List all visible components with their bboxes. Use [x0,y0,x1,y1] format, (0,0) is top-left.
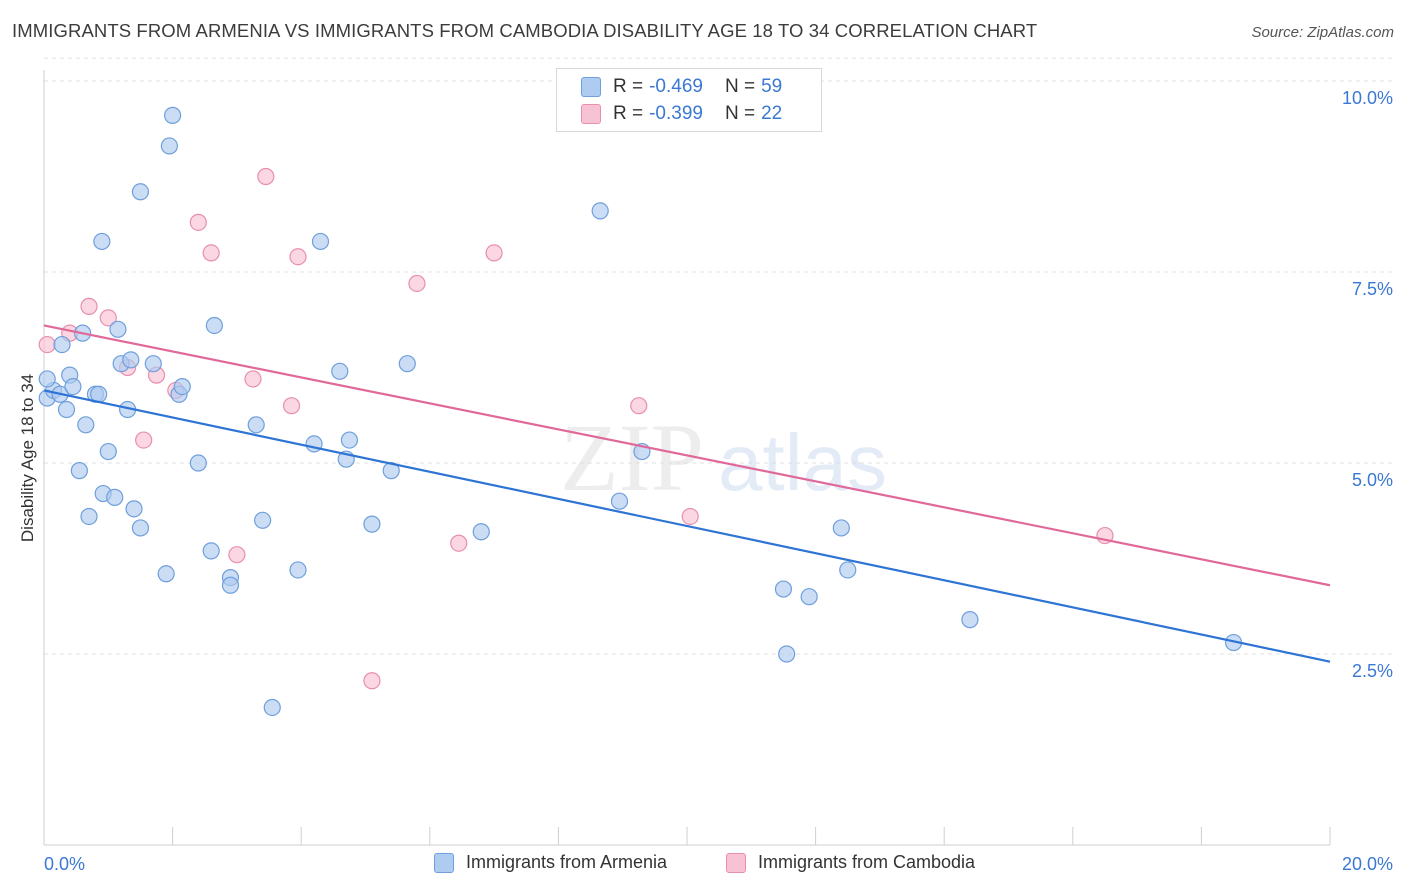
y-tick-label: 5.0% [1352,470,1393,490]
y-tick-label: 2.5% [1352,661,1393,681]
armenia-n-label: N = [724,76,756,97]
armenia-point [221,576,240,594]
armenia-point [591,202,609,220]
cambodia-point [450,534,468,552]
armenia-trend-line [43,389,1331,663]
armenia-point [247,416,265,434]
legend-item-cambodia[interactable]: Immigrants from Cambodia [726,852,975,873]
cambodia-point [80,297,98,315]
armenia-point [64,378,82,396]
legend-item-armenia[interactable]: Immigrants from Armenia [434,852,667,873]
armenia-point [109,320,127,338]
armenia-n-value: 59 [761,76,783,97]
cambodia-point [99,309,117,327]
cambodia-point [189,213,207,231]
armenia-point [832,519,850,537]
armenia-swatch [581,77,601,97]
armenia-point [331,362,349,380]
armenia-point [254,511,272,529]
armenia-point [80,507,98,526]
armenia-point [122,351,140,369]
cambodia-legend-swatch [726,852,746,873]
armenia-point [77,416,95,434]
tick-labels: 2.5% 5.0% 7.5% 10.0% 0.0% 20.0% [44,88,1393,874]
watermark-atlas: atlas [718,418,887,507]
cambodia-point [485,244,503,262]
armenia-point [472,523,490,541]
armenia-point [961,611,979,629]
armenia-r-value: -0.469 [649,76,703,97]
armenia-point [53,335,71,354]
y-axis-label: Disability Age 18 to 34 [18,374,37,542]
armenia-r-label: R = [613,76,644,97]
armenia-point [610,492,629,510]
cambodia-point [289,248,307,266]
legend-row-cambodia: R = -0.399 N = 22 [581,102,782,126]
armenia-point [99,442,117,461]
armenia-point [340,431,359,449]
axes [43,70,1331,846]
gridlines [44,57,1392,655]
cambodia-point [38,335,56,354]
series-legend: Immigrants from Armenia Immigrants from … [0,852,1406,878]
legend-row-armenia: R = -0.469 N = 59 [581,75,782,99]
armenia-point [778,645,796,663]
cambodia-point [202,244,220,262]
cambodia-legend-label: Immigrants from Cambodia [758,852,976,872]
armenia-point [189,454,207,472]
armenia-point [800,588,818,606]
cambodia-trend-line [43,324,1331,587]
cambodia-point [257,167,275,186]
x-tick-label: 0.0% [44,854,85,874]
armenia-point [205,316,223,335]
armenia-point [160,137,178,155]
y-tick-label: 10.0% [1342,88,1393,108]
armenia-point [93,232,111,251]
armenia-point [311,232,330,251]
armenia-point [398,355,416,373]
cambodia-point [408,274,426,293]
armenia-point [131,519,150,537]
armenia-point [164,106,182,124]
armenia-point [106,488,124,506]
cambodia-point [282,397,301,415]
armenia-point [363,515,381,533]
trend-lines [43,324,1331,663]
x-tick-label: 20.0% [1342,854,1393,874]
armenia-legend-label: Immigrants from Armenia [466,852,668,872]
cambodia-point [244,370,262,388]
cambodia-r-label: R = [613,103,644,124]
armenia-point [157,565,175,583]
source-label: Source: ZipAtlas.com [1251,24,1394,41]
chart-title: IMMIGRANTS FROM ARMENIA VS IMMIGRANTS FR… [12,20,1038,41]
armenia-point [173,378,191,396]
watermark-zip: ZIP [560,404,704,511]
armenia-point [202,542,220,560]
cambodia-point [228,546,246,564]
cambodia-r-value: -0.399 [649,103,703,124]
armenia-point [839,561,857,579]
armenia-legend-swatch [434,852,454,873]
cambodia-point [135,431,153,449]
cambodia-n-value: 22 [761,103,783,124]
armenia-point [57,400,76,419]
data-points [38,106,1243,717]
armenia-point [70,462,88,480]
armenia-point [125,500,143,518]
armenia-point [131,183,150,201]
armenia-point [263,698,281,717]
watermark: ZIP atlas [560,404,887,511]
cambodia-n-label: N = [724,103,756,124]
cambodia-swatch [581,104,601,124]
armenia-point [144,355,162,373]
y-tick-label: 7.5% [1352,279,1393,299]
cambodia-point [363,672,381,690]
armenia-point [289,561,307,579]
correlation-legend: R = -0.469 N = 59 R = -0.399 N = 22 [556,68,822,132]
cambodia-point [681,507,699,526]
cambodia-point [630,397,648,415]
armenia-point [38,370,56,388]
armenia-point [774,580,793,598]
